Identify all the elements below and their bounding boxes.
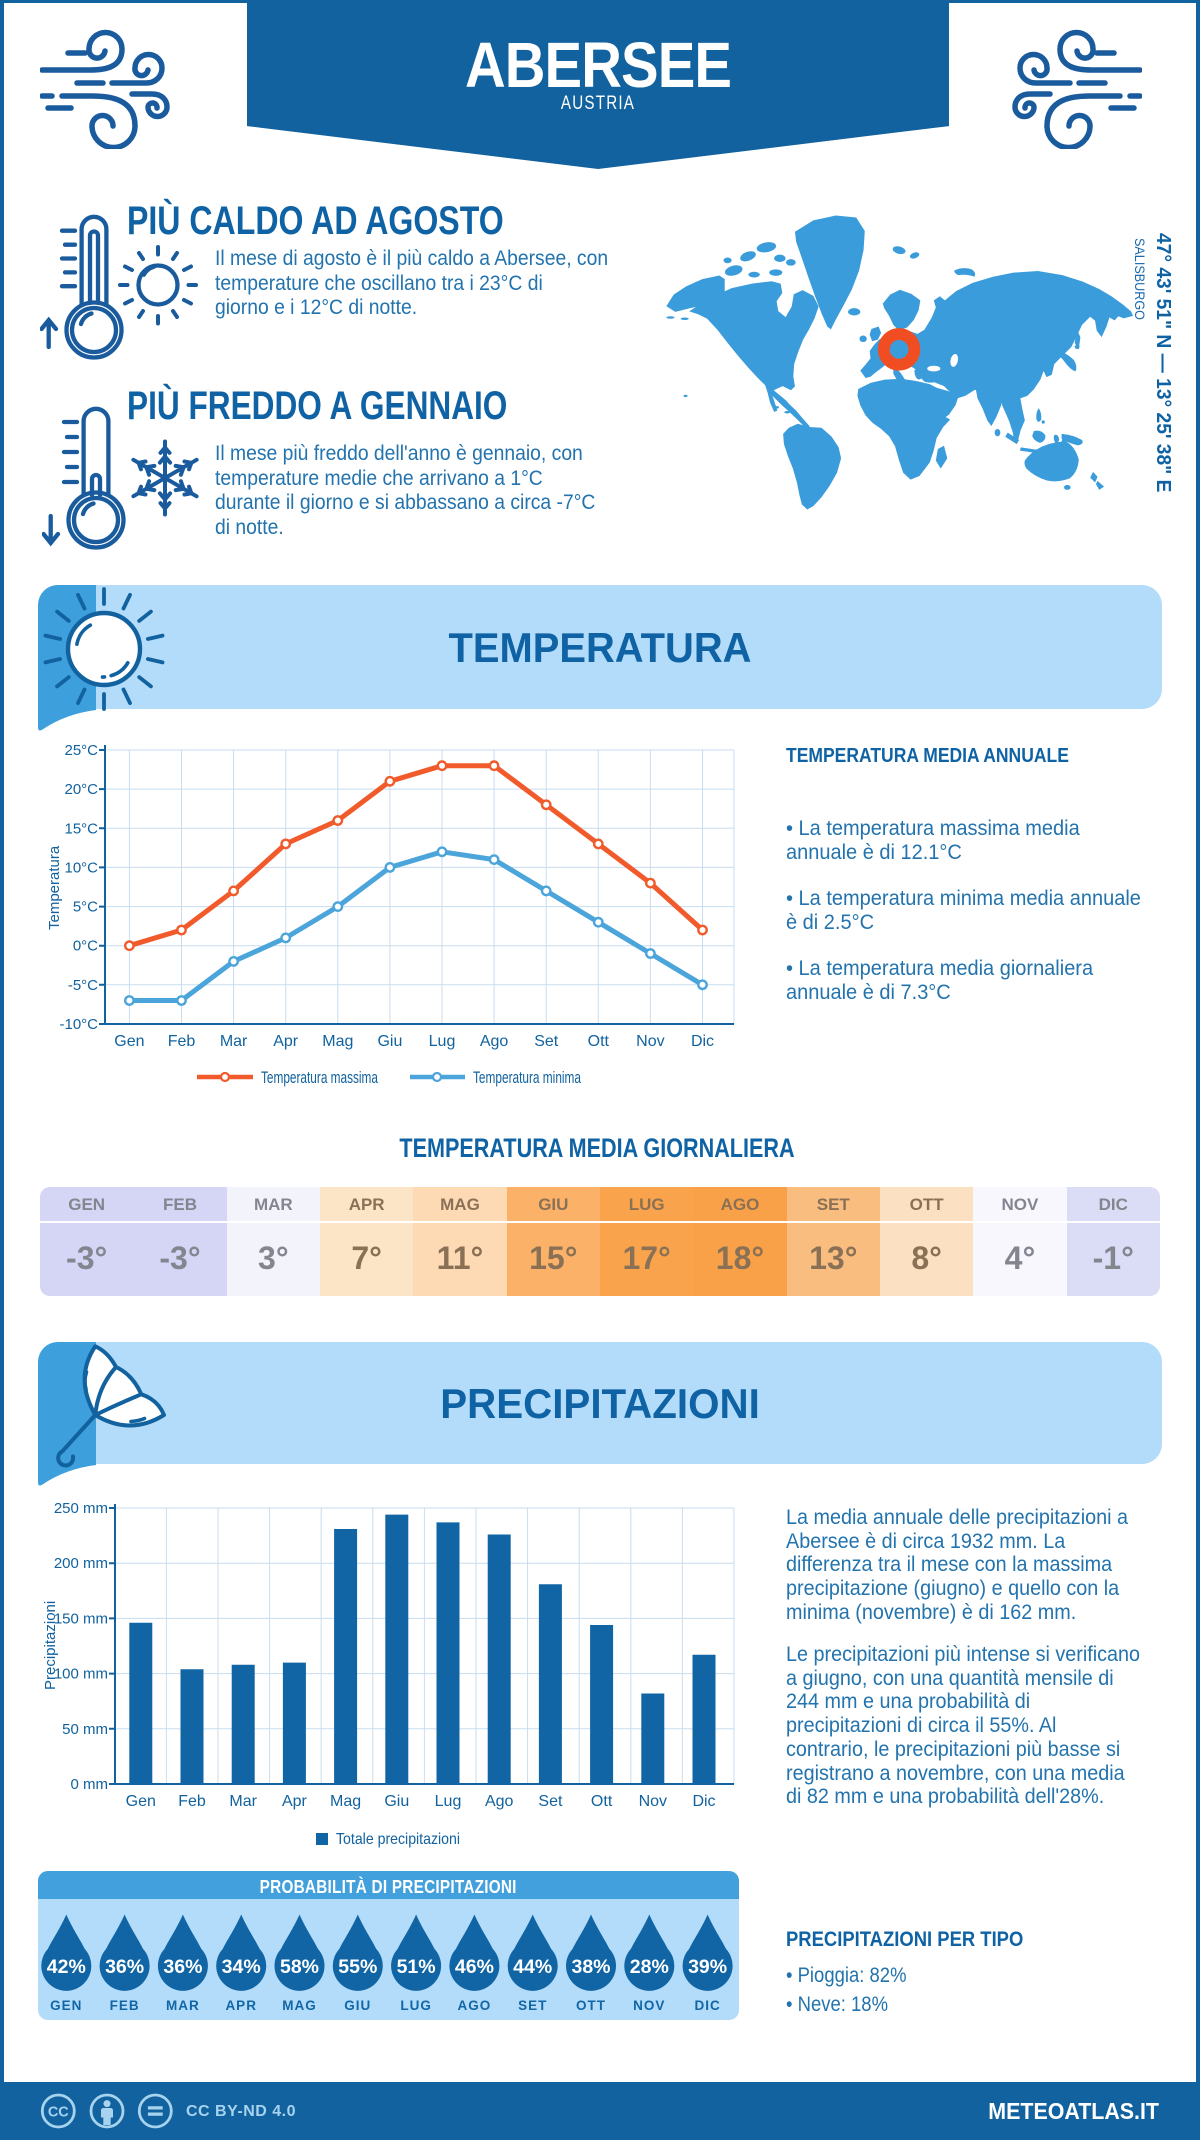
svg-text:Ago: Ago bbox=[485, 1793, 514, 1810]
svg-text:Temperatura minima: Temperatura minima bbox=[473, 1069, 582, 1087]
svg-text:LUG: LUG bbox=[400, 1998, 432, 2013]
svg-text:APR: APR bbox=[225, 1998, 257, 2013]
svg-text:50 mm: 50 mm bbox=[62, 1721, 108, 1738]
svg-text:Gen: Gen bbox=[114, 1033, 144, 1050]
svg-text:100 mm: 100 mm bbox=[54, 1666, 108, 1683]
svg-text:Apr: Apr bbox=[282, 1793, 308, 1810]
svg-text:28%: 28% bbox=[630, 1956, 669, 1978]
svg-text:Nov: Nov bbox=[639, 1793, 667, 1810]
svg-text:MAR: MAR bbox=[166, 1998, 200, 2013]
svg-text:10°C: 10°C bbox=[64, 859, 98, 876]
svg-text:200 mm: 200 mm bbox=[54, 1555, 108, 1572]
svg-text:5°C: 5°C bbox=[73, 899, 98, 916]
svg-text:20°C: 20°C bbox=[64, 781, 98, 798]
svg-text:Temperatura massima: Temperatura massima bbox=[261, 1069, 379, 1087]
svg-text:Ott: Ott bbox=[588, 1033, 610, 1050]
svg-text:39%: 39% bbox=[688, 1956, 727, 1978]
svg-text:SET: SET bbox=[518, 1998, 547, 2013]
svg-text:25°C: 25°C bbox=[64, 742, 98, 759]
svg-text:36%: 36% bbox=[163, 1956, 202, 1978]
svg-text:44%: 44% bbox=[513, 1956, 552, 1978]
svg-text:Totale precipitazioni: Totale precipitazioni bbox=[336, 1831, 460, 1848]
svg-text:AGO: AGO bbox=[458, 1998, 492, 2013]
svg-text:38%: 38% bbox=[571, 1956, 610, 1978]
svg-text:FEB: FEB bbox=[110, 1998, 140, 2013]
svg-text:36%: 36% bbox=[105, 1956, 144, 1978]
svg-text:Lug: Lug bbox=[429, 1033, 456, 1050]
svg-text:55%: 55% bbox=[338, 1956, 377, 1978]
svg-text:Feb: Feb bbox=[178, 1793, 206, 1810]
svg-text:Lug: Lug bbox=[435, 1793, 462, 1810]
svg-text:15°C: 15°C bbox=[64, 820, 98, 837]
svg-text:34%: 34% bbox=[222, 1956, 261, 1978]
svg-text:Giu: Giu bbox=[377, 1033, 402, 1050]
svg-text:Set: Set bbox=[534, 1033, 559, 1050]
svg-text:-5°C: -5°C bbox=[68, 977, 98, 994]
svg-text:Ago: Ago bbox=[480, 1033, 509, 1050]
svg-text:DIC: DIC bbox=[694, 1998, 720, 2013]
svg-text:Mar: Mar bbox=[229, 1793, 257, 1810]
svg-text:Dic: Dic bbox=[692, 1793, 715, 1810]
svg-text:CC: CC bbox=[48, 2104, 69, 2120]
svg-text:Mag: Mag bbox=[322, 1033, 353, 1050]
svg-text:NOV: NOV bbox=[633, 1998, 665, 2013]
svg-text:42%: 42% bbox=[47, 1956, 86, 1978]
svg-text:Dic: Dic bbox=[691, 1033, 714, 1050]
svg-text:51%: 51% bbox=[397, 1956, 436, 1978]
svg-text:Ott: Ott bbox=[591, 1793, 613, 1810]
svg-text:58%: 58% bbox=[280, 1956, 319, 1978]
svg-text:GEN: GEN bbox=[50, 1998, 82, 2013]
svg-text:GIU: GIU bbox=[344, 1998, 371, 2013]
svg-text:-10°C: -10°C bbox=[59, 1016, 98, 1033]
svg-text:250 mm: 250 mm bbox=[54, 1500, 108, 1517]
svg-text:MAG: MAG bbox=[282, 1998, 317, 2013]
svg-text:Gen: Gen bbox=[126, 1793, 156, 1810]
svg-text:Feb: Feb bbox=[168, 1033, 196, 1050]
svg-text:0°C: 0°C bbox=[73, 938, 98, 955]
svg-text:Apr: Apr bbox=[273, 1033, 299, 1050]
svg-text:0 mm: 0 mm bbox=[71, 1776, 109, 1793]
svg-text:46%: 46% bbox=[455, 1956, 494, 1978]
svg-text:Mag: Mag bbox=[330, 1793, 361, 1810]
svg-text:Giu: Giu bbox=[384, 1793, 409, 1810]
svg-text:Mar: Mar bbox=[220, 1033, 248, 1050]
svg-text:Set: Set bbox=[538, 1793, 563, 1810]
svg-text:OTT: OTT bbox=[576, 1998, 606, 2013]
svg-text:Nov: Nov bbox=[636, 1033, 664, 1050]
svg-text:150 mm: 150 mm bbox=[54, 1610, 108, 1627]
